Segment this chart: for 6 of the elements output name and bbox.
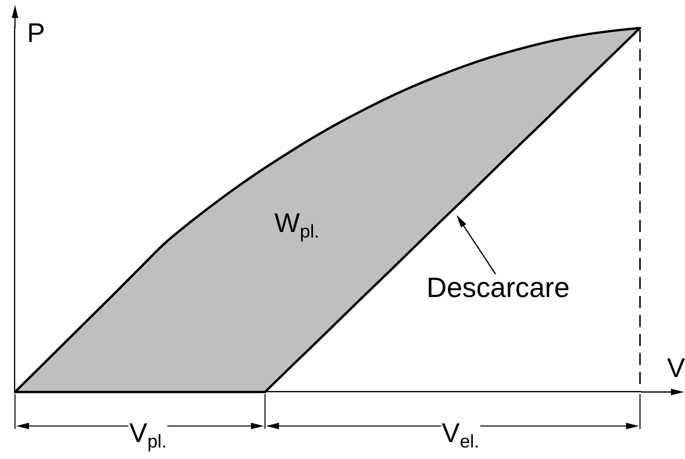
legend-label: Descarcare bbox=[426, 272, 570, 303]
text: V$_{pl.}$ bbox=[128, 418, 168, 452]
text: V$_{el.}$ bbox=[440, 418, 480, 452]
annotation: W$_{pl.}$ bbox=[274, 208, 320, 242]
x-axis-title: V bbox=[667, 353, 685, 383]
y-axis-title: P bbox=[27, 18, 46, 48]
